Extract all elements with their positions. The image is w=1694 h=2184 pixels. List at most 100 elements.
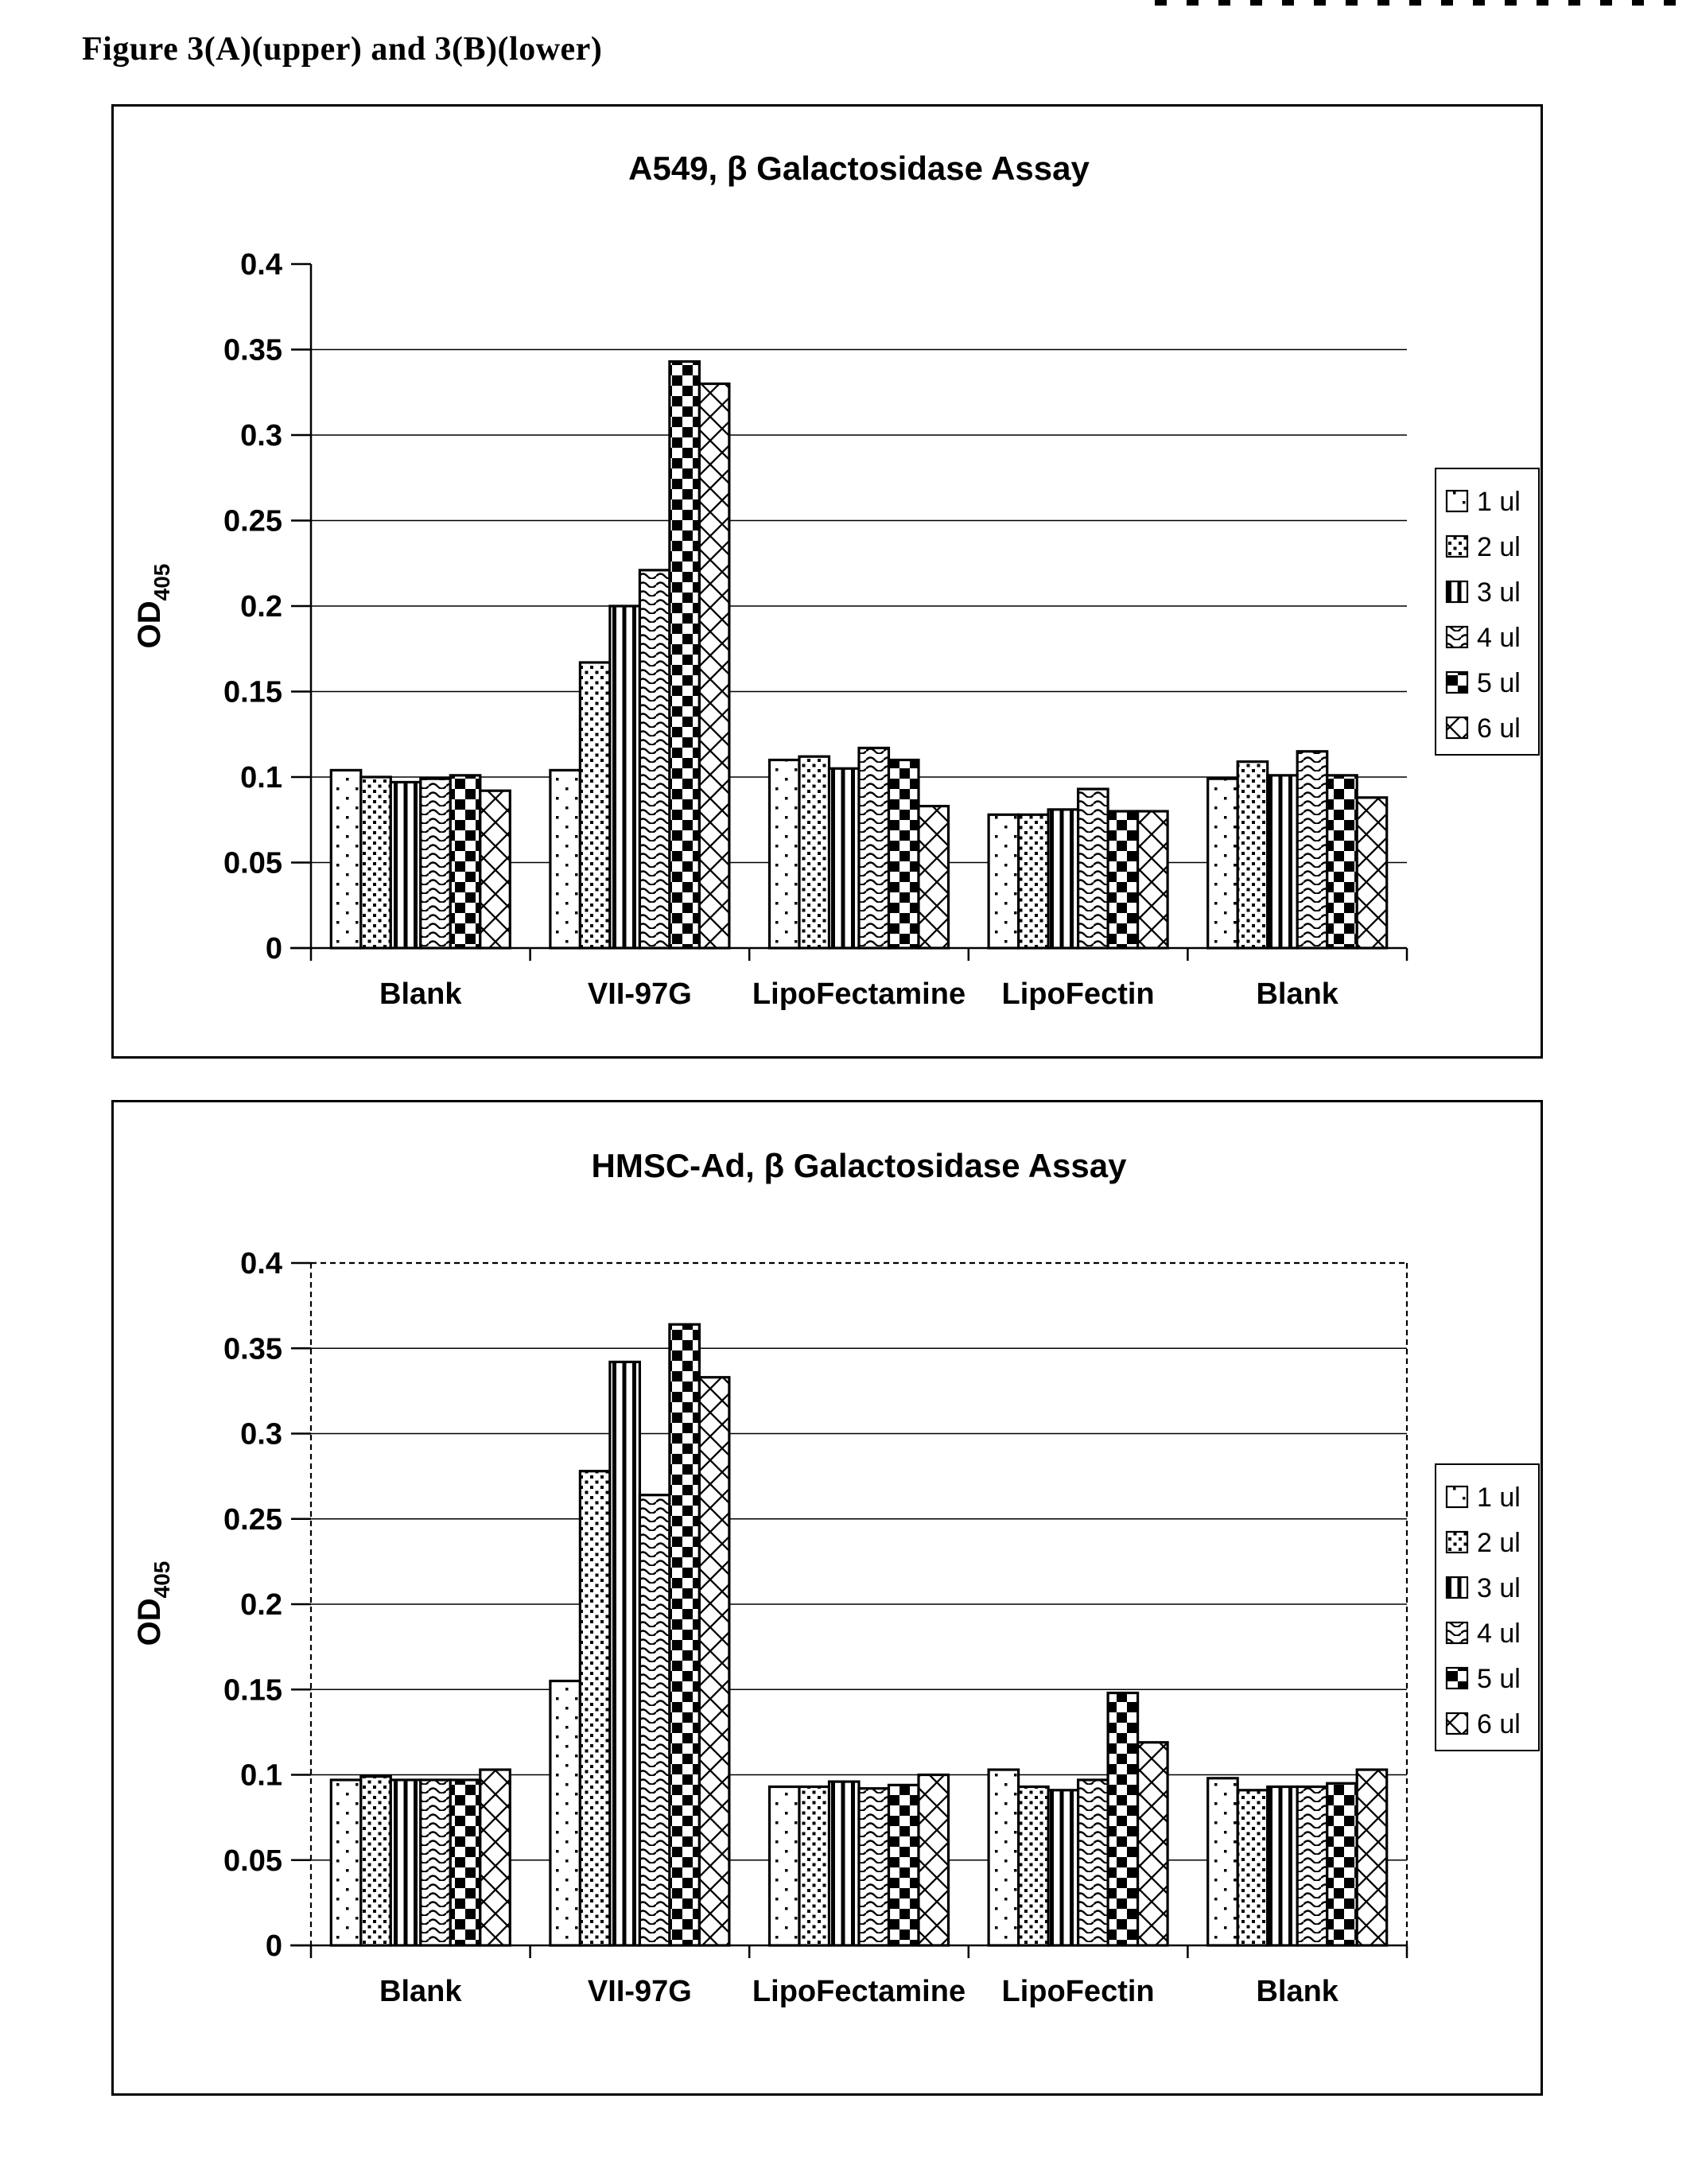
y-tick-label: 0.35 (223, 1332, 282, 1366)
bar-blank-5ul (1326, 774, 1358, 950)
bar-vii-97g-2ul (578, 1470, 612, 1947)
bar-lipofectin-4ul (1076, 1778, 1109, 1947)
category-labels: Blank VII-97G LipoFectamine LipoFectin Blank (379, 1975, 1339, 2008)
category-label: LipoFectamine (752, 1975, 966, 2008)
bar-lipofectin-3ul (1047, 1789, 1080, 1947)
y-axis-ticks: 0 0.05 0.1 0.15 0.2 0.25 0.3 0.35 0.4 (223, 248, 311, 966)
chart-panel-a549: 0 0.05 0.1 0.15 0.2 0.25 0.3 0.35 0.4 Blank VII-97… (111, 104, 1543, 1059)
category-label: LipoFectin (1002, 977, 1155, 1011)
category-label: VII-97G (588, 977, 692, 1011)
legend-swatch-waves (1445, 1621, 1469, 1645)
bar-lipofectin-2ul (1016, 1785, 1050, 1947)
legend: 1 ul 2 ul 3 ul 4 ul 5 ul 6 ul (1435, 1463, 1540, 1751)
bar-lipofectin-4ul (1076, 787, 1109, 950)
legend-label: 1 ul (1477, 1483, 1521, 1513)
legend: 1 ul 2 ul 3 ul 4 ul 5 ul 6 ul (1435, 468, 1540, 756)
legend-swatch-dots-sparse (1445, 1485, 1469, 1509)
bar-lipofectamine-6ul (917, 804, 950, 950)
chart-panel-hmsc-ad: 0 0.05 0.1 0.15 0.2 0.25 0.3 0.35 0.4 Blank VII-97… (111, 1100, 1543, 2096)
chart-title: A549, β Galactosidase Assay (628, 150, 1090, 187)
y-axis-title: OD405 (132, 564, 174, 649)
bar-blank-1ul (329, 768, 363, 950)
y-tick-label: 0 (266, 932, 282, 966)
bar-vii-97g-5ul (668, 359, 701, 950)
category-label: VII-97G (588, 1975, 692, 2008)
y-tick-label: 0.1 (240, 1759, 282, 1793)
legend-swatch-vertical-lines (1445, 580, 1469, 604)
legend-swatch-dots-sparse (1445, 489, 1469, 513)
legend-label: 1 ul (1477, 487, 1521, 517)
bar-lipofectamine-5ul (887, 1783, 920, 1947)
bar-vii-97g-3ul (608, 604, 642, 950)
bar-blank-6ul (479, 789, 511, 950)
bar-chart-hmsc-ad: 0 0.05 0.1 0.15 0.2 0.25 0.3 0.35 0.4 Blank VII-97… (132, 1147, 1540, 2008)
legend-label: 2 ul (1477, 1528, 1521, 1558)
y-axis-ticks: 0 0.05 0.1 0.15 0.2 0.25 0.3 0.35 0.4 (223, 1247, 311, 1963)
bar-lipofectamine-4ul (857, 1787, 891, 1947)
legend-label: 5 ul (1477, 1664, 1521, 1694)
bar-vii-97g-4ul (638, 569, 671, 950)
bar-blank-5ul (449, 774, 482, 950)
bar-lipofectin-5ul (1106, 810, 1140, 950)
legend-swatch-diamond-lattice (1445, 1712, 1469, 1735)
bar-lipofectamine-1ul (767, 1785, 801, 1947)
category-label: Blank (1256, 977, 1338, 1011)
bar-vii-97g-5ul (668, 1323, 701, 1947)
bar-blank-1ul (1206, 777, 1239, 950)
category-labels: Blank VII-97G LipoFectamine LipoFectin Blank (379, 977, 1339, 1011)
bar-blank-2ul (359, 1775, 392, 1947)
legend-label: 4 ul (1477, 623, 1521, 653)
legend-swatch-vertical-lines (1445, 1576, 1469, 1599)
chart-title: HMSC-Ad, β Galactosidase Assay (592, 1147, 1128, 1184)
y-tick-label: 0.2 (240, 590, 282, 624)
bar-blank-3ul (1266, 774, 1299, 950)
bar-vii-97g-2ul (578, 661, 612, 950)
bar-lipofectin-6ul (1136, 810, 1169, 950)
y-tick-label: 0.25 (223, 505, 282, 538)
legend-swatch-checkerboard (1445, 1666, 1469, 1690)
bar-vii-97g-6ul (697, 382, 731, 950)
category-label: LipoFectin (1002, 1975, 1155, 2008)
y-tick-label: 0.3 (240, 1418, 282, 1451)
bar-vii-97g-6ul (697, 1376, 731, 1947)
bar-vii-97g-3ul (608, 1360, 642, 1947)
x-axis-ticks (309, 1945, 1408, 1958)
y-tick-label: 0.15 (223, 1673, 282, 1707)
y-axis-title-subscript: 405 (150, 564, 174, 601)
legend-swatch-checkerboard (1445, 670, 1469, 694)
bar-lipofectamine-6ul (917, 1773, 950, 1947)
bar-lipofectamine-3ul (827, 1780, 861, 1947)
bar-lipofectamine-3ul (827, 767, 861, 950)
legend-label: 3 ul (1477, 1573, 1521, 1603)
category-label: Blank (379, 1975, 462, 2008)
bar-blank-6ul (479, 1768, 511, 1947)
legend-swatch-dots-dense (1445, 534, 1469, 558)
bar-blank-2ul (1236, 1789, 1269, 1947)
legend-box (1435, 1463, 1540, 1751)
bar-blank-2ul (1236, 760, 1269, 950)
y-tick-label: 0.25 (223, 1503, 282, 1537)
bar-lipofectin-3ul (1047, 808, 1080, 950)
bar-blank-3ul (1266, 1785, 1299, 1947)
y-tick-label: 0.4 (240, 1247, 282, 1280)
y-axis-title: OD405 (132, 1561, 174, 1646)
bar-lipofectamine-5ul (887, 758, 920, 950)
bar-blank-6ul (1355, 1768, 1389, 1947)
bar-lipofectamine-2ul (798, 1785, 831, 1947)
figure-caption: Figure 3(A)(upper) and 3(B)(lower) (82, 31, 603, 68)
legend-label: 3 ul (1477, 577, 1521, 608)
legend-box (1435, 468, 1540, 756)
category-label: Blank (1256, 1975, 1338, 2008)
bar-blank-3ul (389, 1778, 422, 1947)
bar-lipofectamine-2ul (798, 755, 831, 950)
legend-swatch-waves (1445, 625, 1469, 649)
bar-vii-97g-1ul (549, 768, 582, 950)
bar-blank-5ul (449, 1778, 482, 1947)
bars (329, 359, 1389, 950)
bar-lipofectamine-4ul (857, 746, 891, 950)
gridlines (311, 348, 1407, 864)
y-tick-label: 0 (266, 1929, 282, 1963)
bar-blank-4ul (419, 1778, 452, 1947)
bar-blank-2ul (359, 775, 392, 950)
